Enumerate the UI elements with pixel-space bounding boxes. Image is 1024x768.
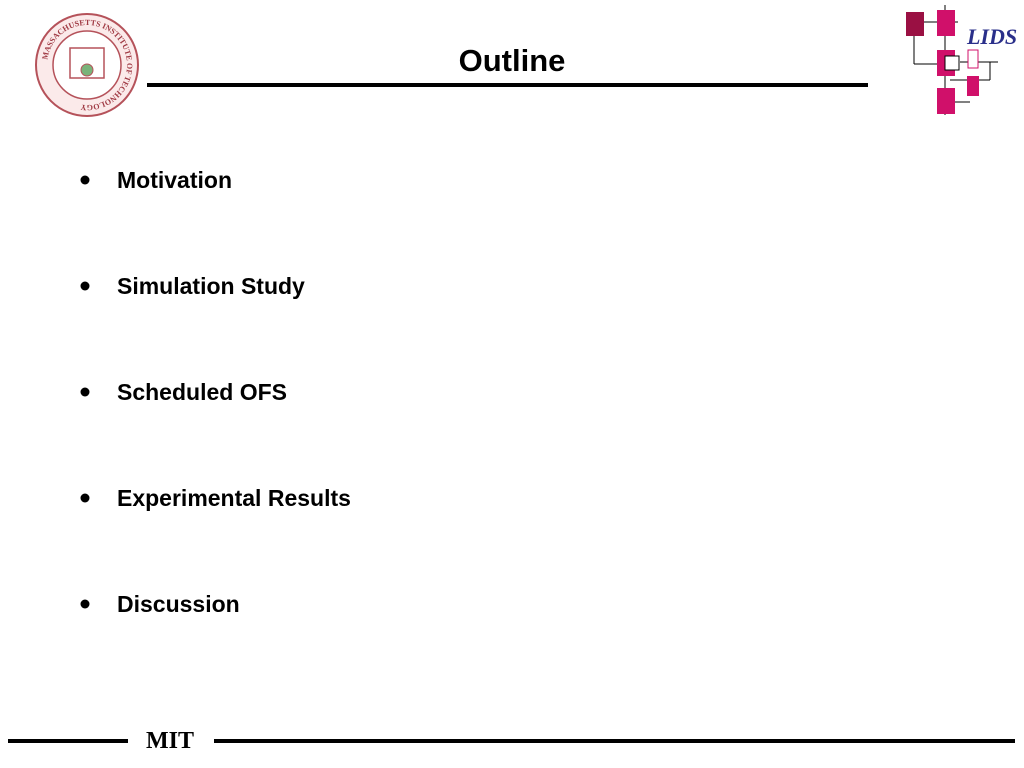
bullet <box>80 175 90 185</box>
mit-seal: MASSACHUSETTS INSTITUTE OF TECHNOLOGY <box>35 13 139 117</box>
logo-box <box>944 55 960 71</box>
logo-block <box>906 12 924 36</box>
logo-block <box>937 88 955 114</box>
bullet <box>80 493 90 503</box>
logo-block <box>937 10 955 36</box>
slide-title: Outline <box>459 43 566 78</box>
seal-emblem <box>69 47 105 79</box>
bullet-text: Simulation Study <box>117 273 305 299</box>
lids-logo <box>906 5 998 115</box>
logo-box <box>967 49 979 69</box>
bullet <box>80 599 90 609</box>
logo-text: LIDS <box>966 24 1017 49</box>
bullet-list: Motivation Simulation Study Scheduled OF… <box>80 167 351 617</box>
seal-center <box>80 63 94 77</box>
bullet <box>80 281 90 291</box>
bullet-text: Scheduled OFS <box>117 379 287 405</box>
logo-block <box>967 76 979 96</box>
bullet-text: Motivation <box>117 167 232 193</box>
bullet-text: Experimental Results <box>117 485 351 511</box>
bullet <box>80 387 90 397</box>
bullet-text: Discussion <box>117 591 240 617</box>
footer-text: MIT <box>146 728 194 754</box>
